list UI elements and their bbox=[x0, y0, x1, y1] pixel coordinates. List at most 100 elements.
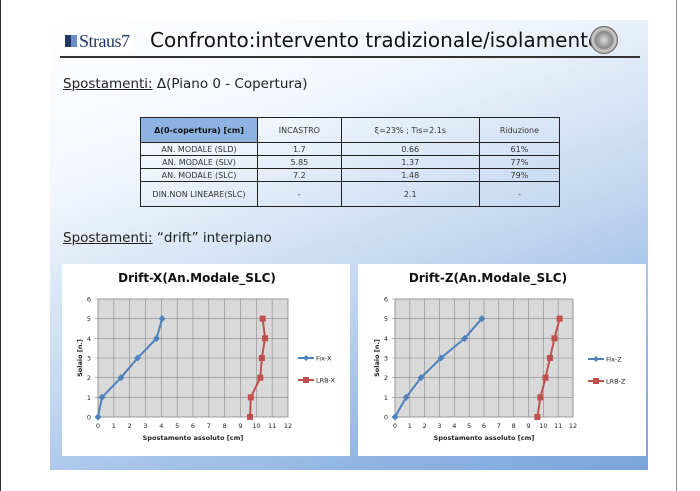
cell: AN. MODALE (SLC) bbox=[140, 168, 258, 182]
y-axis-label: Solaio [n.] bbox=[373, 339, 381, 377]
right-border bbox=[676, 0, 677, 491]
cell: 61% bbox=[478, 142, 561, 156]
x-tick-label: 5 bbox=[467, 422, 471, 430]
data-point bbox=[247, 394, 254, 401]
x-tick-label: 8 bbox=[512, 422, 516, 430]
data-point bbox=[551, 335, 558, 342]
x-tick-label: 9 bbox=[526, 422, 530, 430]
x-tick-label: 0 bbox=[96, 422, 100, 430]
legend-label: Fix-Z bbox=[606, 356, 622, 364]
slide-title: Confronto:intervento tradizionale/isolam… bbox=[150, 28, 601, 52]
data-point bbox=[158, 315, 166, 323]
chart-drift-z-svg: Drift-Z(An.Modale_SLC)0 1 2 3 4 5 6 7 8 9 10 11 1201… bbox=[373, 271, 626, 442]
cell: 79% bbox=[478, 168, 561, 182]
table-row: DIN.NON LINEARE(SLC) -2.1- bbox=[140, 181, 561, 207]
university-seal-icon bbox=[590, 26, 618, 54]
title-divider bbox=[60, 56, 640, 58]
y-tick-label: 4 bbox=[384, 335, 388, 343]
cell: AN. MODALE (SLV) bbox=[140, 155, 258, 169]
logo-mark-icon bbox=[65, 35, 77, 47]
header-cell: Δ(0-copertura) [cm] bbox=[140, 117, 258, 143]
header-cell: INCASTRO bbox=[257, 117, 342, 143]
section-text: “drift” interpiano bbox=[152, 230, 272, 246]
y-tick-label: 5 bbox=[384, 315, 388, 323]
x-tick-label: 1 bbox=[112, 422, 116, 430]
chart-title: Drift-X(An.Modale_SLC) bbox=[118, 271, 276, 286]
series-line-LRB-X bbox=[249, 318, 267, 418]
data-point bbox=[417, 374, 425, 382]
legend-label: LRB-X bbox=[316, 377, 336, 385]
data-point bbox=[258, 355, 265, 361]
data-point bbox=[257, 374, 264, 381]
data-point bbox=[117, 374, 125, 382]
x-axis-label: Spostamento assoluto [cm] bbox=[143, 434, 244, 442]
x-tick-label: 4 bbox=[159, 422, 163, 430]
data-point bbox=[134, 354, 142, 362]
legend-marker bbox=[593, 378, 599, 384]
cell: AN. MODALE (SLD) bbox=[140, 142, 258, 156]
cell: 77% bbox=[478, 155, 561, 169]
cell: - bbox=[257, 181, 342, 207]
y-tick-label: 0 bbox=[87, 414, 91, 422]
x-tick-label: 9 bbox=[238, 422, 242, 430]
header-cell: Riduzione bbox=[478, 117, 561, 143]
x-tick-label: 4 bbox=[452, 422, 456, 430]
section-label: Spostamenti: bbox=[63, 76, 153, 92]
x-tick-label: 10 bbox=[539, 422, 547, 430]
series-line-Fix-Z bbox=[394, 318, 483, 418]
y-tick-label: 3 bbox=[87, 355, 91, 363]
legend-marker bbox=[303, 377, 309, 383]
logo-text: Straus7 bbox=[79, 30, 130, 51]
data-point bbox=[556, 315, 563, 322]
chart-drift-z: Drift-Z(An.Modale_SLC) 0 1 2 3 4 5 6 7 8 9 10 11 12 0 1… bbox=[358, 264, 646, 456]
legend-label: LRB-Z bbox=[606, 378, 626, 386]
x-tick-label: 1 bbox=[408, 422, 412, 430]
table-row: AN. MODALE (SLD) 1.7 0.66 61% bbox=[140, 142, 561, 156]
x-tick-label: 6 bbox=[482, 422, 486, 430]
data-point bbox=[247, 414, 253, 420]
legend-marker bbox=[593, 356, 599, 362]
x-tick-label: 10 bbox=[252, 422, 260, 430]
x-tick-label: 3 bbox=[143, 422, 147, 430]
cell: 2.1 bbox=[340, 181, 480, 207]
table-header-row: Δ(0-copertura) [cm] INCASTRO ξ=23% ; Tis… bbox=[140, 117, 561, 143]
y-tick-label: 6 bbox=[87, 296, 91, 304]
chart-title: Drift-Z(An.Modale_SLC) bbox=[409, 271, 567, 286]
y-tick-label: 6 bbox=[384, 296, 388, 304]
cell: DIN.NON LINEARE(SLC) bbox=[140, 181, 258, 207]
cell: 1.48 bbox=[340, 168, 480, 182]
y-tick-label: 1 bbox=[384, 394, 388, 402]
y-tick-label: 0 bbox=[384, 414, 388, 422]
section-label: Spostamenti: bbox=[63, 230, 153, 246]
x-tick-label: 11 bbox=[268, 422, 276, 430]
table-row: AN. MODALE (SLC) 7.2 1.48 79% bbox=[140, 168, 561, 182]
x-tick-label: 7 bbox=[207, 422, 211, 430]
data-point bbox=[537, 394, 544, 401]
cell: 5.85 bbox=[257, 155, 342, 169]
section-heading-displacements: Spostamenti: Δ(Piano 0 - Copertura) bbox=[63, 76, 307, 92]
data-point bbox=[262, 335, 269, 342]
x-tick-label: 6 bbox=[191, 422, 195, 430]
legend-label: Fix-X bbox=[316, 355, 332, 363]
x-tick-label: 2 bbox=[128, 422, 132, 430]
series-line-LRB-Z bbox=[536, 318, 561, 418]
cell: 0.66 bbox=[340, 142, 480, 156]
data-point bbox=[478, 315, 486, 323]
cell: - bbox=[478, 181, 561, 207]
x-tick-label: 7 bbox=[497, 422, 501, 430]
chart-drift-x: Drift-X(An.Modale_SLC) 0 1 2 3 4 5 6 7 8 9 10 11 12 0 1… bbox=[62, 264, 350, 456]
cell: 1.37 bbox=[340, 155, 480, 169]
data-point bbox=[94, 413, 102, 421]
x-tick-label: 8 bbox=[223, 422, 227, 430]
section-heading-drift: Spostamenti: “drift” interpiano bbox=[63, 230, 272, 246]
data-point bbox=[534, 414, 541, 420]
x-axis-label: Spostamento assoluto [cm] bbox=[434, 434, 535, 442]
x-tick-label: 11 bbox=[554, 422, 562, 430]
header-cell: ξ=23% ; Tis=2.1s bbox=[340, 117, 480, 143]
data-point bbox=[98, 393, 106, 401]
data-point bbox=[437, 354, 445, 362]
data-point bbox=[259, 315, 266, 322]
x-tick-label: 3 bbox=[437, 422, 441, 430]
straus7-logo: Straus7 bbox=[62, 31, 133, 51]
legend-marker bbox=[303, 355, 309, 361]
